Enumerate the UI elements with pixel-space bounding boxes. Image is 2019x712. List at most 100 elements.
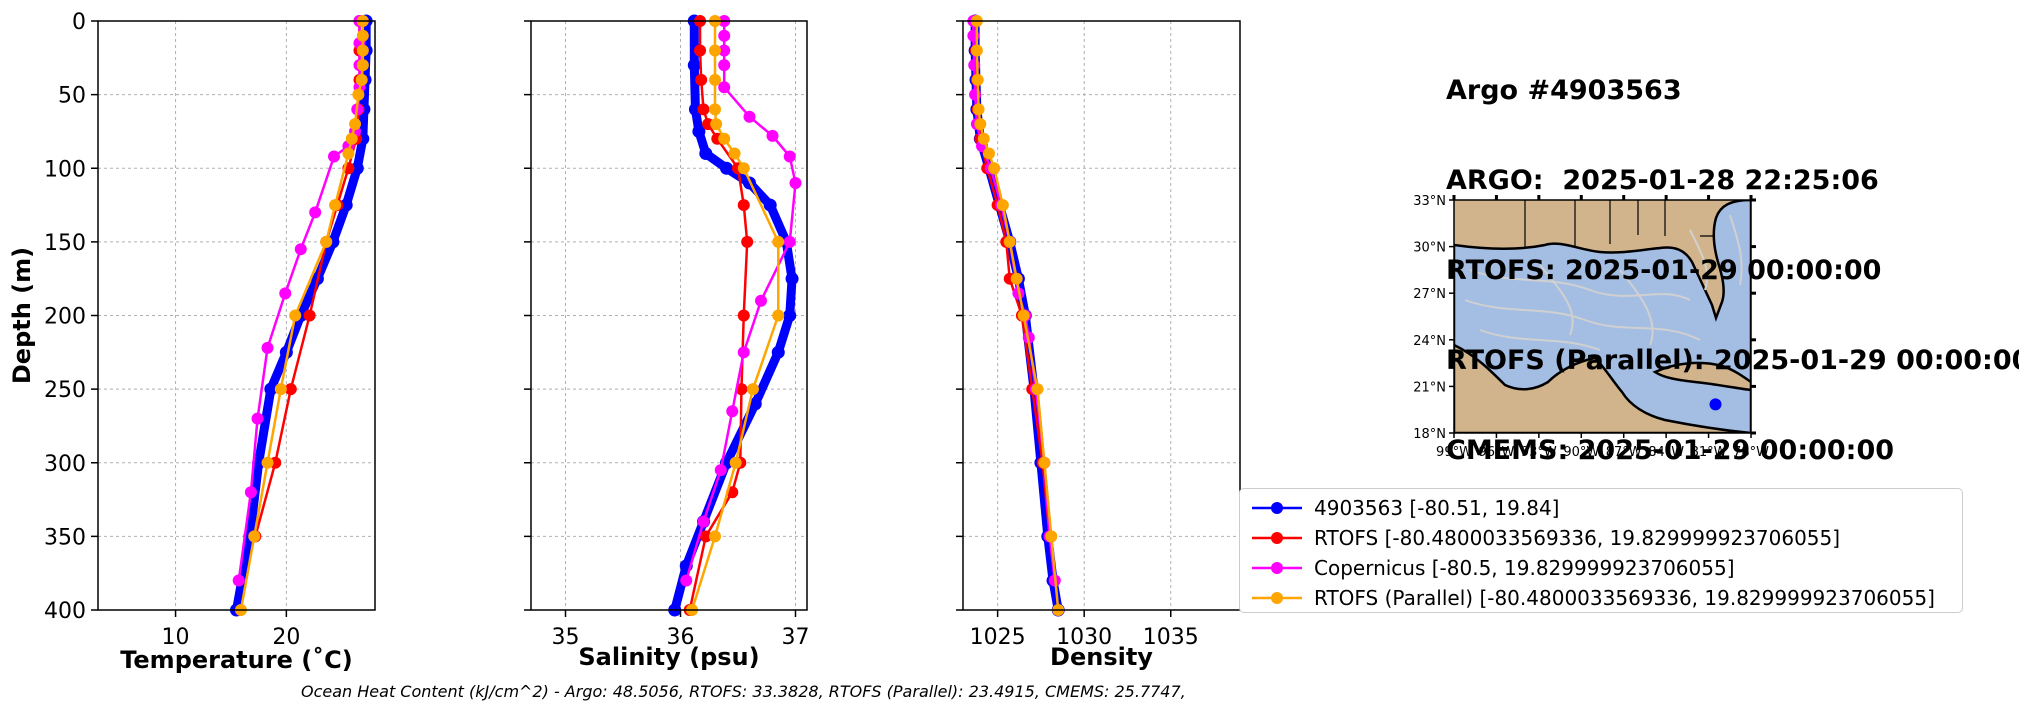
data-point <box>737 199 750 212</box>
x-tick-label: 1030 <box>1056 625 1112 650</box>
data-point <box>982 147 995 160</box>
map-lat-label: 21°N <box>1413 380 1446 395</box>
data-point <box>746 383 759 396</box>
data-point <box>680 574 693 587</box>
data-point <box>709 44 721 57</box>
y-tick-label: 400 <box>44 599 86 624</box>
data-point <box>720 161 733 175</box>
map-lon-label: 87°W <box>1606 445 1642 460</box>
x-tick-label: 20 <box>272 625 300 650</box>
map-lon-label: 81°W <box>1691 445 1727 460</box>
data-point <box>729 456 742 469</box>
legend-label: RTOFS [-80.4800033569336, 19.82999992370… <box>1314 526 1841 550</box>
data-point <box>709 103 721 116</box>
salinity-panel: 35 36 37 Salinity (psu) <box>524 14 810 671</box>
x-tick-label: 35 <box>552 625 580 650</box>
legend-item-rtofs: RTOFS [-80.4800033569336, 19.82999992370… <box>1252 523 1840 553</box>
map-ticks: 33°N 30°N 27°N 24°N 21°N 18°N 99°W 96°W 93°W 90°W… <box>1413 194 1769 460</box>
data-point <box>971 73 984 86</box>
data-point <box>244 486 257 499</box>
title-line-2: ARGO: 2025-01-28 22:25:06 <box>1446 165 1879 196</box>
legend-label: RTOFS (Parallel) [-80.4800033569336, 19.… <box>1314 586 1935 610</box>
map-lat-label: 33°N <box>1413 194 1446 209</box>
data-point <box>737 346 750 359</box>
data-point <box>766 129 779 142</box>
data-point <box>303 309 316 322</box>
legend-item-argo: 4903563 [-80.51, 19.84] <box>1252 493 1559 523</box>
data-point <box>1031 383 1044 396</box>
data-point <box>709 530 721 543</box>
data-point <box>1038 456 1051 469</box>
data-point <box>251 412 264 425</box>
data-point <box>783 150 796 163</box>
data-point <box>772 235 785 248</box>
data-point <box>743 110 756 123</box>
map-lon-label: 78°W <box>1733 445 1769 460</box>
data-point <box>714 464 727 477</box>
data-point <box>718 29 731 42</box>
legend-item-rtofs-parallel: RTOFS (Parallel) [-80.4800033569336, 19.… <box>1252 583 1935 613</box>
data-point <box>718 81 731 94</box>
ocean-heat-content-note: Ocean Heat Content (kJ/cm^2) - Argo: 48.… <box>301 682 1186 701</box>
title-line-4: RTOFS (Parallel): 2025-01-29 00:00:00 <box>1446 345 2019 376</box>
map-cuba <box>1652 361 1751 392</box>
data-point <box>356 59 369 72</box>
data-point <box>772 309 785 322</box>
data-point <box>350 161 364 175</box>
data-point <box>355 73 368 86</box>
data-point <box>356 44 369 57</box>
data-point <box>783 235 796 248</box>
title-line-5: CMEMS: 2025-01-29 00:00:00 <box>1446 435 1895 466</box>
series-line <box>239 19 365 612</box>
title-line-1: Argo #4903563 <box>1446 75 1682 106</box>
data-point <box>697 103 710 116</box>
temperature-panel: 10 20050100150200250300350400Temperature … <box>8 10 376 674</box>
data-point <box>345 132 358 145</box>
data-point <box>977 132 990 145</box>
data-point <box>789 176 802 189</box>
data-point <box>726 405 739 418</box>
y-tick-label: 200 <box>44 305 86 330</box>
data-point <box>342 147 355 160</box>
data-point <box>252 456 266 470</box>
data-point <box>1017 309 1030 322</box>
data-point <box>356 29 369 42</box>
data-point <box>687 58 701 72</box>
data-point <box>349 118 362 131</box>
y-tick-label: 300 <box>44 452 86 477</box>
data-point <box>699 530 712 543</box>
plot-title: Argo #4903563 ARGO: 2025-01-28 22:25:06 … <box>1446 16 2019 496</box>
data-point <box>709 73 721 86</box>
data-point <box>718 44 731 57</box>
x-tick-label: 37 <box>782 625 810 650</box>
data-point <box>309 206 322 219</box>
x-axis-label: Temperature (˚C) <box>120 646 353 674</box>
data-point <box>697 515 710 528</box>
map-lon-label: 93°W <box>1521 445 1557 460</box>
legend: 4903563 [-80.51, 19.84] RTOFS [-80.48000… <box>1239 488 1963 613</box>
gulf-map: 33°N 30°N 27°N 24°N 21°N 18°N 99°W 96°W 93°W 90°W… <box>1413 194 1769 460</box>
y-tick-label: 100 <box>44 157 86 182</box>
data-point <box>735 383 748 396</box>
x-tick-label: 1035 <box>1143 625 1199 650</box>
legend-item-copernicus: Copernicus [-80.5, 19.829999923706055] <box>1252 553 1735 583</box>
series-line <box>975 19 1060 612</box>
y-tick-label: 350 <box>44 525 86 550</box>
data-point <box>718 132 731 145</box>
map-yucatan <box>1454 343 1751 433</box>
data-point <box>279 287 292 300</box>
data-point <box>261 456 274 469</box>
x-axis-label: Salinity (psu) <box>578 643 759 671</box>
data-point <box>783 309 797 322</box>
data-point <box>710 118 723 131</box>
map-lon-label: 96°W <box>1478 445 1514 460</box>
data-point <box>261 341 274 354</box>
data-point <box>284 383 297 396</box>
data-point <box>695 73 708 86</box>
data-point <box>755 294 767 307</box>
data-point <box>737 309 750 322</box>
data-point <box>352 88 365 101</box>
data-point <box>289 309 302 322</box>
